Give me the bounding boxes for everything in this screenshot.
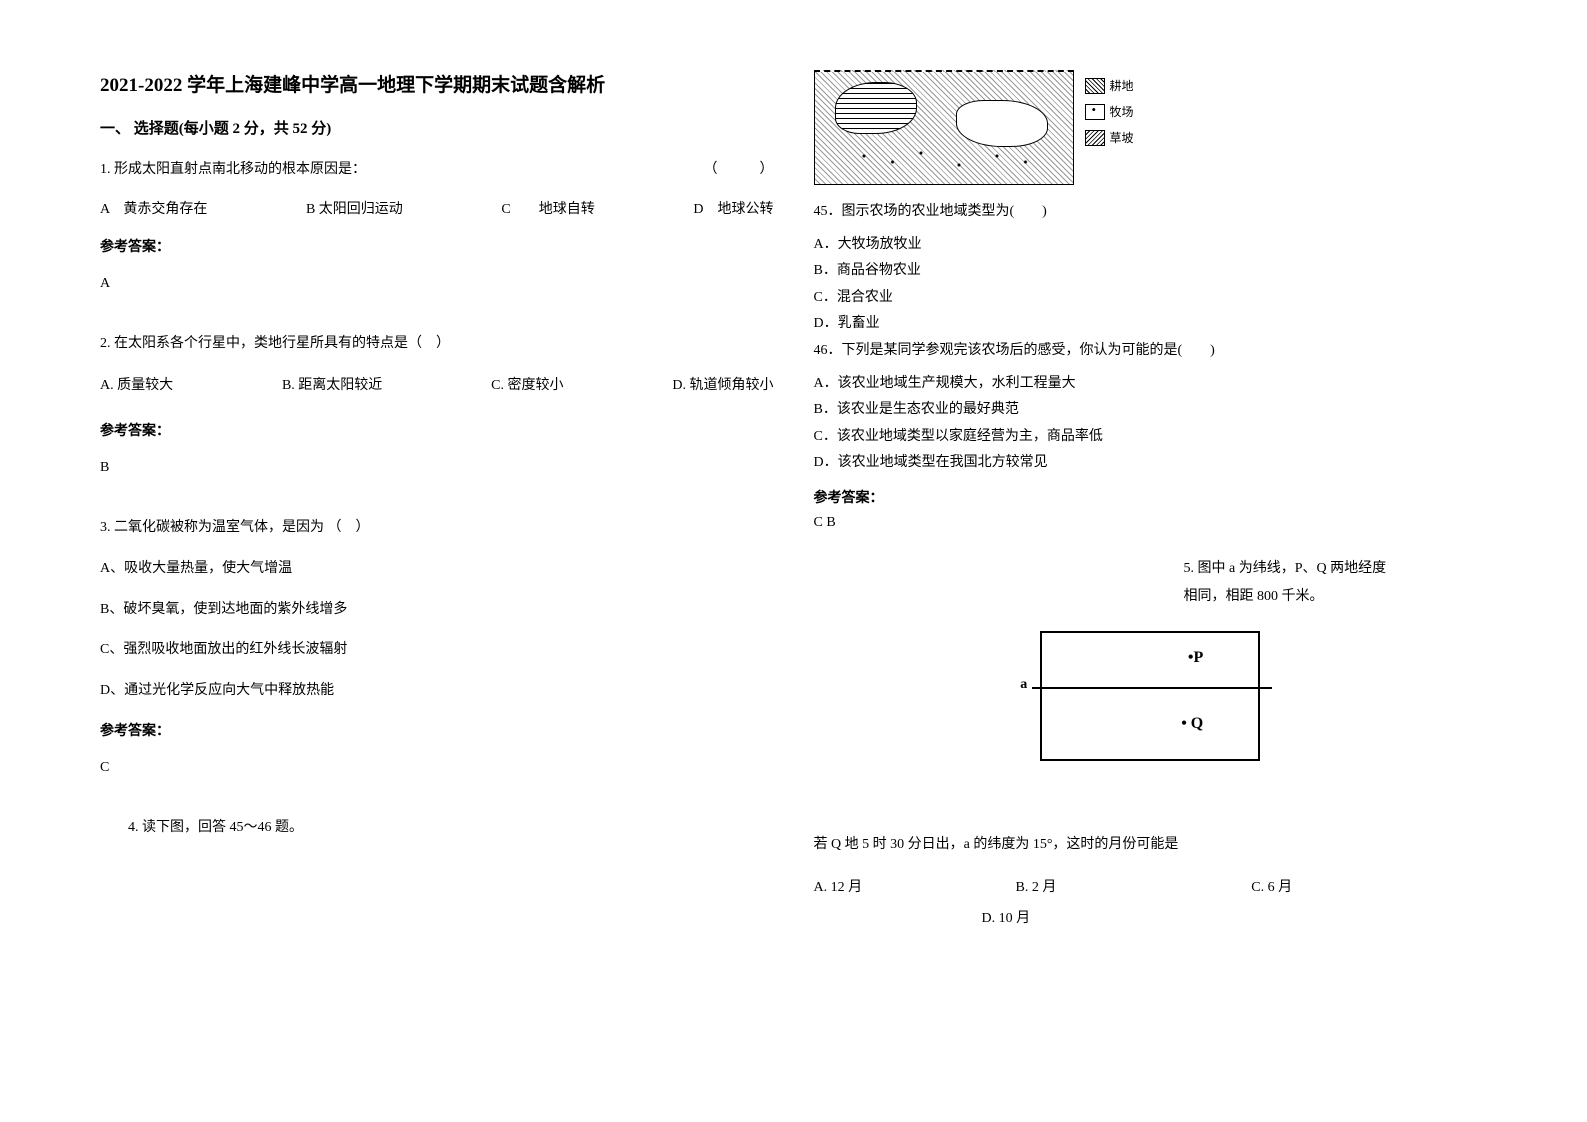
q46-option-b: B．该农业是生态农业的最好典范 bbox=[814, 397, 1488, 424]
q5-intro-line1: 5. 图中 a 为纬线，P、Q 两地经度 bbox=[1184, 555, 1488, 583]
q2-option-b: B. 距离太阳较近 bbox=[282, 372, 382, 400]
legend-grassland-label: 草坡 bbox=[1109, 132, 1133, 144]
question-1: 1. 形成太阳直射点南北移动的根本原因是： （ ） A 黄赤交角存在 B 太阳回… bbox=[100, 156, 774, 312]
right-column: 耕地 牧场 草坡 45．图示农场的农业地域类型为( ) A．大牧场放牧业 B．商… bbox=[814, 70, 1488, 1082]
q2-option-a: A. 质量较大 bbox=[100, 372, 173, 400]
q5-option-b: B. 2 月 bbox=[1016, 873, 1252, 904]
q2-answer-label: 参考答案： bbox=[100, 418, 774, 446]
q3-option-a: A、吸收大量热量，使大气增温 bbox=[100, 556, 774, 583]
q1-answer-label: 参考答案： bbox=[100, 234, 774, 262]
legend-pasture: 牧场 bbox=[1085, 104, 1133, 120]
map-point-q: • Q bbox=[1181, 715, 1203, 733]
question-45-text: 45．图示农场的农业地域类型为( ) bbox=[814, 199, 1488, 226]
map-point-p: •P bbox=[1188, 649, 1203, 667]
map-figure: a •P • Q bbox=[1040, 631, 1260, 761]
farm-dots-icon bbox=[845, 144, 1035, 174]
q1-option-d: D 地球公转 bbox=[693, 196, 773, 224]
question-1-text: 1. 形成太阳直射点南北移动的根本原因是： bbox=[100, 156, 366, 184]
q46-option-d: D．该农业地域类型在我国北方较常见 bbox=[814, 450, 1488, 477]
q3-option-b: B、破坏臭氧，使到达地面的紫外线增多 bbox=[100, 597, 774, 624]
question-3: 3. 二氧化碳被称为温室气体，是因为 （ ） A、吸收大量热量，使大气增温 B、… bbox=[100, 514, 774, 796]
q3-option-d: D、通过光化学反应向大气中释放热能 bbox=[100, 678, 774, 705]
q4-answer: C B bbox=[814, 515, 1488, 531]
latitude-line-icon bbox=[1032, 687, 1272, 689]
q5-intro-line2: 相同，相距 800 千米。 bbox=[1184, 583, 1488, 611]
legend-grassland: 草坡 bbox=[1085, 130, 1133, 146]
question-4-intro: 4. 读下图，回答 45～46 题。 bbox=[100, 814, 774, 842]
question-1-blank: （ ） bbox=[704, 156, 774, 184]
question-5-intro: 5. 图中 a 为纬线，P、Q 两地经度 相同，相距 800 千米。 bbox=[1184, 555, 1488, 611]
q1-option-b: B 太阳回归运动 bbox=[306, 196, 403, 224]
q45-option-c: C．混合农业 bbox=[814, 285, 1488, 312]
q1-option-a: A 黄赤交角存在 bbox=[100, 196, 207, 224]
pasture-swatch-icon bbox=[1085, 104, 1105, 120]
q2-option-d: D. 轨道倾角较小 bbox=[672, 372, 773, 400]
q5-option-a: A. 12 月 bbox=[814, 873, 1016, 904]
q45-option-a: A．大牧场放牧业 bbox=[814, 232, 1488, 259]
map-label-a: a bbox=[1020, 677, 1027, 693]
farm-figure: 耕地 牧场 草坡 bbox=[814, 70, 1134, 185]
q3-option-c: C、强烈吸收地面放出的红外线长波辐射 bbox=[100, 637, 774, 664]
q3-answer: C bbox=[100, 754, 774, 782]
question-1-options: A 黄赤交角存在 B 太阳回归运动 C 地球自转 D 地球公转 bbox=[100, 196, 774, 224]
legend-farmland-label: 耕地 bbox=[1109, 80, 1133, 92]
q1-option-c: C 地球自转 bbox=[501, 196, 594, 224]
q4-answer-label: 参考答案： bbox=[814, 487, 1488, 507]
question-3-text: 3. 二氧化碳被称为温室气体，是因为 （ ） bbox=[100, 514, 774, 542]
question-46-text: 46．下列是某同学参观完该农场后的感受，你认为可能的是( ) bbox=[814, 338, 1488, 365]
question-2: 2. 在太阳系各个行星中，类地行星所具有的特点是（ ） A. 质量较大 B. 距… bbox=[100, 330, 774, 496]
page-title: 2021-2022 学年上海建峰中学高一地理下学期期末试题含解析 bbox=[100, 70, 774, 97]
left-column: 2021-2022 学年上海建峰中学高一地理下学期期末试题含解析 一、 选择题(… bbox=[100, 70, 774, 1082]
question-5-options: A. 12 月 B. 2 月 C. 6 月 D. 10 月 bbox=[814, 873, 1488, 935]
q46-option-a: A．该农业地域生产规模大，水利工程量大 bbox=[814, 371, 1488, 398]
q45-option-d: D．乳畜业 bbox=[814, 311, 1488, 338]
legend-farmland: 耕地 bbox=[1085, 78, 1133, 94]
question-2-text: 2. 在太阳系各个行星中，类地行星所具有的特点是（ ） bbox=[100, 330, 774, 358]
q3-answer-label: 参考答案： bbox=[100, 718, 774, 746]
question-5-text: 若 Q 地 5 时 30 分日出，a 的纬度为 15°，这时的月份可能是 bbox=[814, 831, 1488, 859]
farm-sketch-icon bbox=[814, 70, 1074, 185]
grassland-swatch-icon bbox=[1085, 130, 1105, 146]
farm-legend: 耕地 牧场 草坡 bbox=[1085, 78, 1133, 156]
q2-option-c: C. 密度较小 bbox=[491, 372, 563, 400]
question-2-options: A. 质量较大 B. 距离太阳较近 C. 密度较小 D. 轨道倾角较小 bbox=[100, 372, 774, 400]
q2-answer: B bbox=[100, 454, 774, 482]
legend-pasture-label: 牧场 bbox=[1109, 106, 1133, 118]
question-1-stem: 1. 形成太阳直射点南北移动的根本原因是： （ ） bbox=[100, 156, 774, 184]
q5-option-c: C. 6 月 bbox=[1251, 873, 1487, 904]
farmland-swatch-icon bbox=[1085, 78, 1105, 94]
q1-answer: A bbox=[100, 270, 774, 298]
q5-option-d: D. 10 月 bbox=[814, 904, 1488, 935]
q45-option-b: B．商品谷物农业 bbox=[814, 258, 1488, 285]
q46-option-c: C．该农业地域类型以家庭经营为主，商品率低 bbox=[814, 424, 1488, 451]
section-1-header: 一、 选择题(每小题 2 分，共 52 分) bbox=[100, 117, 774, 138]
